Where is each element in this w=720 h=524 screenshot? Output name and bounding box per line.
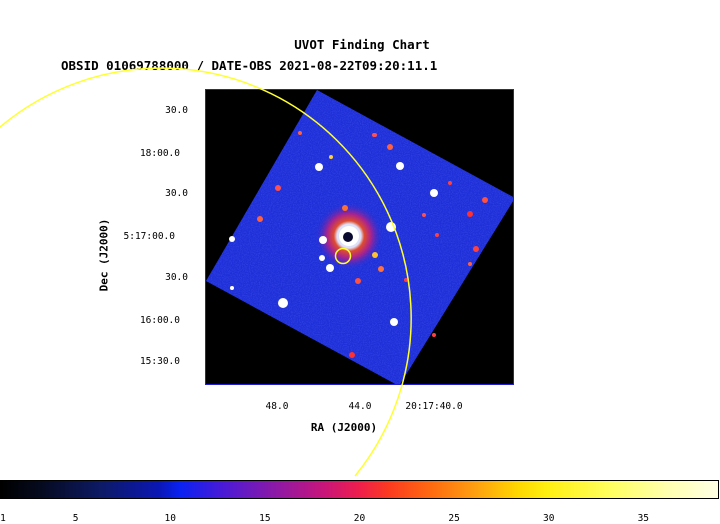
dec-tick-label: 16:00.0 [139,315,180,326]
star [430,189,438,197]
dec-tick-label: 18:00.0 [139,148,180,159]
star [329,155,333,159]
star [378,266,384,272]
field-of-view-circle [0,67,412,477]
ra-tick-label: 44.0 [348,401,372,412]
star [373,133,377,137]
star [257,216,263,222]
colorbar-tick-label: 25 [448,513,460,524]
star [467,211,473,217]
star [298,131,302,135]
star [342,205,348,211]
star [319,255,325,261]
star [372,252,378,258]
colorbar-tick-label: 35 [637,513,650,524]
colorbar-tick-label: 5 [72,513,79,524]
star [432,333,436,337]
colorbar-tick-label: 20 [353,513,366,524]
star [326,264,334,272]
sky-image-frame [205,89,514,385]
colorbar [0,480,719,499]
star [319,236,327,244]
colorbar-tick-label: 10 [164,513,177,524]
ra-tick-label: 48.0 [265,401,289,412]
chart-title: UVOT Finding Chart [294,37,430,52]
star [448,181,452,185]
star [435,233,439,237]
target-marker-circle [334,247,352,265]
dec-tick-label: 30.0 [165,105,188,116]
ra-tick-label: 20:17:40.0 [405,401,463,412]
star [396,162,404,170]
dec-tick-label: 15:30.0 [139,356,180,367]
chart-subtitle: OBSID 01069788000 / DATE-OBS 2021-08-22T… [61,58,438,73]
star [468,262,472,266]
star [230,286,234,290]
colorbar-tick-label: 30 [542,513,555,524]
star [387,144,393,150]
star-field [229,131,488,358]
star [275,185,281,191]
star [473,246,479,252]
star [278,298,288,308]
star [422,213,426,217]
dec-tick-label: 30.0 [165,272,188,283]
sky-image [206,90,513,384]
star [315,163,323,171]
bright-source-hole [343,232,353,242]
dec-tick-label: 5:17:00.0 [123,231,175,242]
ra-axis-label: RA (J2000) [310,421,378,434]
colorbar-tick-label: 15 [259,513,271,524]
star [404,278,408,282]
star [349,352,355,358]
star [482,197,488,203]
star [355,278,361,284]
dec-tick-label: 30.0 [165,188,188,199]
star [229,236,235,242]
star [390,318,398,326]
colorbar-tick-label: 1 [0,513,6,524]
